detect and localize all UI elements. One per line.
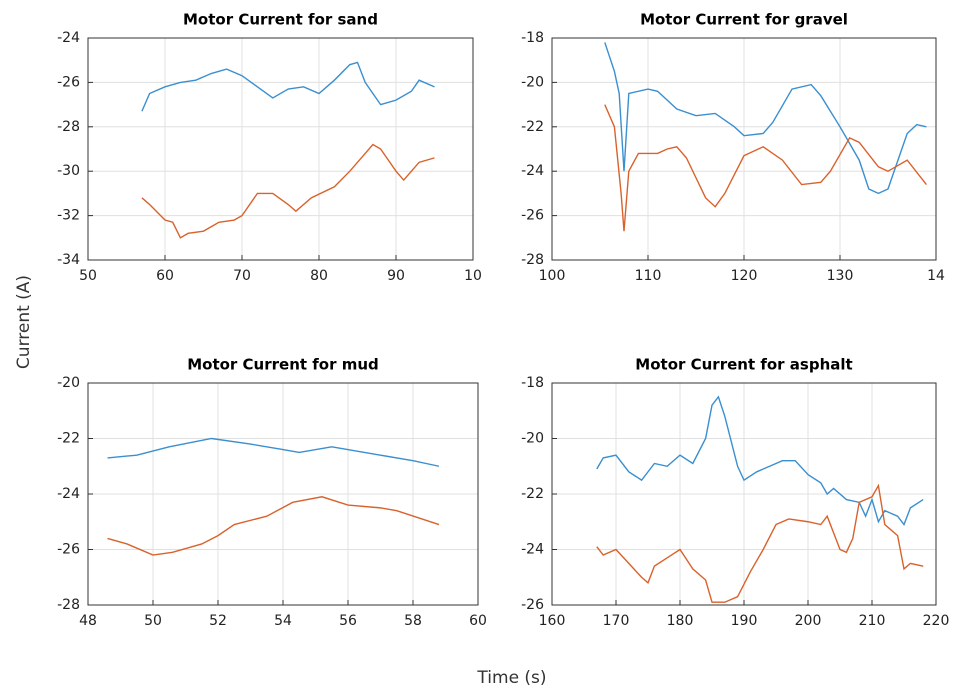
x-tick-label: 60 <box>156 268 174 284</box>
x-tick-label: 56 <box>339 613 357 629</box>
series-line <box>596 395 924 526</box>
x-tick-label: 58 <box>404 613 422 629</box>
y-tick-label: -28 <box>521 252 544 268</box>
y-tick-label: -18 <box>521 375 544 391</box>
y-tick-label: -26 <box>521 208 544 224</box>
y-tick-label: -22 <box>521 119 544 135</box>
y-tick-label: -20 <box>57 375 80 391</box>
subplot-title: Motor Current for gravel <box>640 11 848 29</box>
axes-frame <box>87 37 474 261</box>
x-tick-label: 70 <box>233 268 251 284</box>
x-tick-label: 130 <box>827 268 854 284</box>
x-tick-label: 100 <box>539 268 566 284</box>
x-axis-label: Time (s) <box>476 668 546 688</box>
x-tick-label: 50 <box>144 613 162 629</box>
y-tick-label: -32 <box>57 208 80 224</box>
series-line <box>107 496 440 556</box>
y-tick-label: -24 <box>57 486 80 502</box>
x-tick-label: 180 <box>667 613 694 629</box>
y-tick-label: -30 <box>57 163 80 179</box>
y-tick-label: -18 <box>521 30 544 46</box>
y-tick-label: -26 <box>57 74 80 90</box>
y-tick-label: -28 <box>57 597 80 613</box>
x-tick-label: 54 <box>274 613 292 629</box>
x-tick-label: 10 <box>464 268 482 284</box>
axes-frame <box>87 382 479 606</box>
subplot: Motor Current for gravel 100 110 120 130 14 -2… <box>521 11 945 285</box>
x-tick-label: 220 <box>923 613 950 629</box>
y-tick-label: -24 <box>521 542 544 558</box>
y-tick-label: -20 <box>521 74 544 90</box>
x-tick-label: 200 <box>795 613 822 629</box>
x-tick-label: 80 <box>310 268 328 284</box>
series-line <box>107 437 440 467</box>
axes-frame <box>551 382 937 606</box>
x-tick-label: 60 <box>469 613 487 629</box>
y-tick-label: -24 <box>57 30 80 46</box>
series-line <box>604 104 927 232</box>
subplot-title: Motor Current for mud <box>187 356 379 374</box>
x-tick-label: 170 <box>603 613 630 629</box>
x-tick-label: 210 <box>859 613 886 629</box>
y-tick-label: -22 <box>57 431 80 447</box>
x-tick-label: 120 <box>731 268 758 284</box>
subplot: Motor Current for sand 50 60 70 80 90 10 -34 -32… <box>57 11 482 285</box>
series-line <box>141 143 435 239</box>
x-tick-label: 110 <box>635 268 662 284</box>
axes-frame <box>551 37 937 261</box>
x-tick-label: 52 <box>209 613 227 629</box>
y-tick-label: -22 <box>521 486 544 502</box>
y-tick-label: -28 <box>57 119 80 135</box>
y-tick-label: -26 <box>57 542 80 558</box>
subplot: Motor Current for mud 48 50 52 54 56 58 60 -28 -2… <box>57 356 487 630</box>
x-tick-label: 48 <box>79 613 97 629</box>
subplot-title: Motor Current for sand <box>183 11 378 29</box>
y-tick-label: -24 <box>521 163 544 179</box>
x-tick-label: 190 <box>731 613 758 629</box>
subplot-title: Motor Current for asphalt <box>635 356 852 374</box>
x-tick-label: 160 <box>539 613 566 629</box>
series-line <box>596 483 924 603</box>
y-tick-label: -34 <box>57 252 80 268</box>
x-tick-label: 50 <box>79 268 97 284</box>
y-tick-label: -20 <box>521 431 544 447</box>
x-tick-label: 14 <box>927 268 945 284</box>
subplot: Motor Current for asphalt 160 170 180 190 200… <box>521 356 949 630</box>
x-tick-label: 90 <box>387 268 405 284</box>
y-axis-label: Current (A) <box>14 275 34 369</box>
series-line <box>604 42 927 195</box>
y-tick-label: -26 <box>521 597 544 613</box>
series-line <box>141 61 435 112</box>
